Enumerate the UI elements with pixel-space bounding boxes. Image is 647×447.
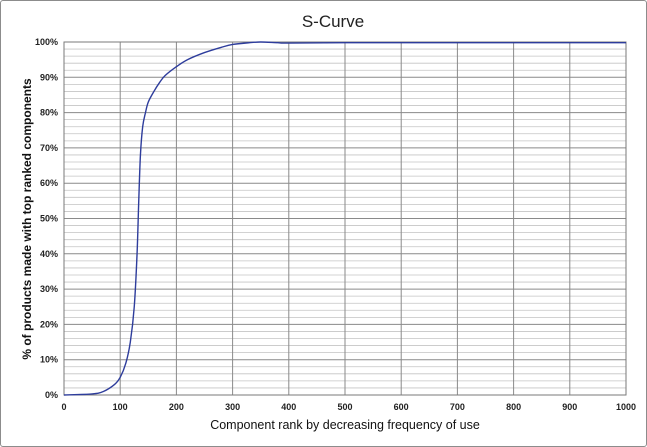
x-tick-label: 100 (113, 402, 128, 412)
s-curve-series-line (63, 41, 626, 396)
y-tick-label: 60% (40, 178, 58, 188)
y-tick-label: 50% (40, 214, 58, 224)
x-tick-label: 1000 (616, 402, 636, 412)
y-tick-label: 10% (40, 355, 58, 365)
y-axis-label: % of products made with top ranked compo… (20, 78, 34, 360)
chart-title: S-Curve (302, 12, 364, 31)
x-tick-label: 800 (506, 402, 521, 412)
x-tick-label: 0 (61, 402, 66, 412)
x-tick-label: 500 (337, 402, 352, 412)
y-tick-label: 80% (40, 108, 58, 118)
y-tick-label: 0% (45, 390, 58, 400)
plot-area-border (63, 41, 627, 396)
y-tick-label: 20% (40, 319, 58, 329)
y-tick-label: 100% (35, 37, 58, 47)
x-tick-label: 700 (450, 402, 465, 412)
grid (63, 41, 627, 396)
y-tick-label: 30% (40, 284, 58, 294)
y-tick-label: 40% (40, 249, 58, 259)
x-tick-label: 300 (225, 402, 240, 412)
x-tick-label: 600 (394, 402, 409, 412)
x-tick-label: 900 (562, 402, 577, 412)
y-tick-labels: 0% 10% 20% 30% 40% 50% 60% 70% 80% 90% 100% (35, 37, 58, 400)
series-layer (63, 41, 626, 396)
x-axis-label: Component rank by decreasing frequency o… (210, 418, 480, 432)
y-tick-label: 70% (40, 143, 58, 153)
x-tick-label: 200 (169, 402, 184, 412)
y-tick-label: 90% (40, 72, 58, 82)
x-tick-labels: 0 100 200 300 400 500 600 700 800 900 1000 (61, 402, 636, 412)
x-tick-label: 400 (281, 402, 296, 412)
